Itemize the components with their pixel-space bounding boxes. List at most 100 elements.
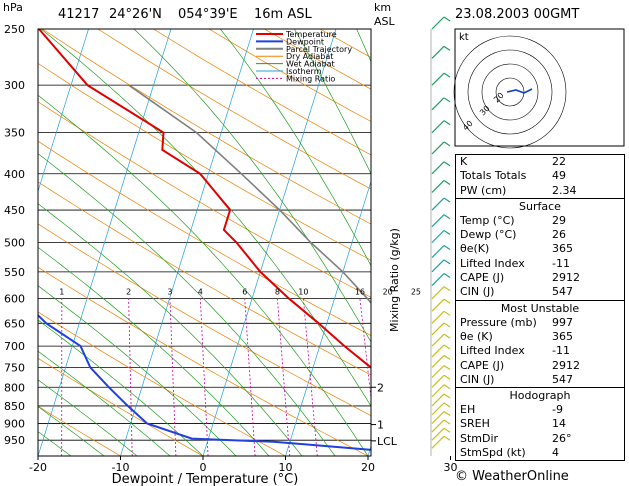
axes: 2503003504004505005506006507007508008509… xyxy=(4,23,458,474)
wind-barb-flag xyxy=(443,427,451,433)
mixing-ratio-label: 2 xyxy=(126,288,131,297)
mu-theta-row: θe (K) 365 xyxy=(460,329,573,343)
x-axis-title: Dewpoint / Temperature (°C) xyxy=(112,472,299,486)
asl-label: ASL xyxy=(374,15,396,28)
wind-barb-flag xyxy=(443,322,451,328)
dry-adiabat-line xyxy=(38,311,286,456)
wind-barb xyxy=(431,419,445,433)
mixing-ratio-axis-title: Mixing Ratio (g/kg) xyxy=(388,228,401,332)
wind-barb xyxy=(431,141,445,155)
mixing-ratio-label: 20 xyxy=(383,288,393,297)
plot-frame xyxy=(37,28,372,457)
isotherm-line xyxy=(120,29,254,456)
wind-barb-flag xyxy=(443,245,451,251)
wind-barb-flag xyxy=(443,197,451,203)
legend-label: Dewpoint xyxy=(286,37,324,46)
legend-label: Dry Adiabat xyxy=(286,52,333,61)
wind-barb-flag xyxy=(443,286,451,292)
mixing-ratio-label: 16 xyxy=(355,288,365,297)
dry-adiabat-line xyxy=(38,266,369,456)
hodograph-ring xyxy=(495,77,525,107)
wind-barb xyxy=(431,435,445,449)
mixing-ratio-label: 4 xyxy=(198,288,203,297)
wind-barb xyxy=(431,427,445,441)
wind-barb xyxy=(431,310,445,324)
surface-cin-row: CIN (J) 547 xyxy=(460,285,573,299)
surface-cape-row: CAPE (J) 2912 xyxy=(460,271,580,285)
surface-li-row: Lifted Index -11 xyxy=(460,256,570,270)
wind-barb xyxy=(431,286,445,300)
wind-barb xyxy=(431,45,445,59)
legend-label: Isotherm xyxy=(286,67,322,76)
pressure-tick-label: 500 xyxy=(4,237,25,250)
pressure-tick-label: 950 xyxy=(4,434,25,447)
temperature-line xyxy=(38,29,371,369)
wind-barb-flag xyxy=(443,45,451,51)
wind-barb-flag xyxy=(443,161,451,167)
wind-barb-flag xyxy=(443,259,451,265)
km-tick-label: 2 xyxy=(377,381,384,394)
wind-barb-flag xyxy=(443,16,451,22)
eh-row: EH -9 xyxy=(460,403,563,417)
mu-pressure-row: Pressure (mb) 997 xyxy=(460,315,573,329)
wind-barb-flag xyxy=(443,230,451,235)
km-tick-label: LCL xyxy=(377,435,398,448)
wind-barb-flag xyxy=(443,298,451,304)
wet-adiabat-line xyxy=(293,29,371,175)
legend-label: Temperature xyxy=(285,30,337,39)
parcel-trajectory-line xyxy=(128,84,371,304)
wind-barb-flag xyxy=(443,384,451,390)
wet-adiabat-line xyxy=(38,285,237,456)
wind-barb-flag xyxy=(443,120,451,126)
wind-barb xyxy=(431,97,445,111)
pressure-tick-label: 850 xyxy=(4,400,25,413)
copyright-footer: © WeatherOnline xyxy=(455,469,569,484)
wet-adiabat-line xyxy=(38,406,105,456)
wind-barb xyxy=(431,322,445,336)
station-lon: 054°39'E xyxy=(178,7,238,22)
wet-adiabat-line xyxy=(220,29,371,267)
hodograph-trace xyxy=(506,88,533,94)
wind-barb xyxy=(431,259,445,273)
mu-cin-row: CIN (J) 547 xyxy=(460,372,573,386)
stmdir-row: StmDir 26° xyxy=(460,431,572,445)
wet-adiabat-line xyxy=(133,29,371,343)
x-tick-label: -10 xyxy=(112,461,130,474)
pressure-tick-label: 250 xyxy=(4,23,25,36)
pressure-tick-label: 550 xyxy=(4,266,25,279)
mixing-ratio-line xyxy=(276,298,291,456)
wind-barb-flag xyxy=(443,214,451,220)
dry-adiabat-line xyxy=(38,62,371,261)
x-tick-label: 10 xyxy=(279,461,293,474)
hodograph-box: Hodograph EH -9 SREH 14 StmDir 26° StmSpd (… xyxy=(455,387,625,462)
mixing-ratio-line xyxy=(199,298,209,456)
dewpoint-line xyxy=(38,313,371,451)
x-tick-label: 30 xyxy=(444,461,458,474)
wind-barb-flag xyxy=(443,393,451,399)
hodograph-title: Hodograph xyxy=(509,389,571,403)
wet-adiabat-line xyxy=(40,29,371,407)
wind-barb-flag xyxy=(443,419,451,425)
surface-title: Surface xyxy=(519,199,561,213)
wet-adiabat-line xyxy=(38,203,303,456)
pressure-tick-label: 900 xyxy=(4,418,25,431)
sreh-row: SREH 14 xyxy=(460,417,566,431)
station-elevation: 16m ASL xyxy=(254,7,312,22)
most-unstable-box: Most Unstable Pressure (mb) 997 θe (K) 365… xyxy=(455,299,625,389)
pressure-tick-label: 350 xyxy=(4,127,25,140)
date-time: 23.08.2003 00GMT xyxy=(455,7,579,22)
station-lat: 24°26'N xyxy=(109,7,162,22)
legend-label: Mixing Ratio xyxy=(286,74,335,83)
dry-adiabat-line xyxy=(38,181,371,376)
wind-barb-flag xyxy=(443,374,451,380)
wet-adiabat-line xyxy=(38,246,270,456)
wind-barb xyxy=(431,402,445,416)
dry-adiabat-line xyxy=(153,29,371,156)
mixing-ratio-label: 25 xyxy=(411,288,421,297)
isotherm-line xyxy=(285,180,371,456)
x-tick-label: 20 xyxy=(361,461,375,474)
mixing-ratio-label: 8 xyxy=(275,288,280,297)
wind-barb xyxy=(431,393,445,407)
wind-barb xyxy=(431,16,445,30)
wind-barb xyxy=(431,298,445,312)
